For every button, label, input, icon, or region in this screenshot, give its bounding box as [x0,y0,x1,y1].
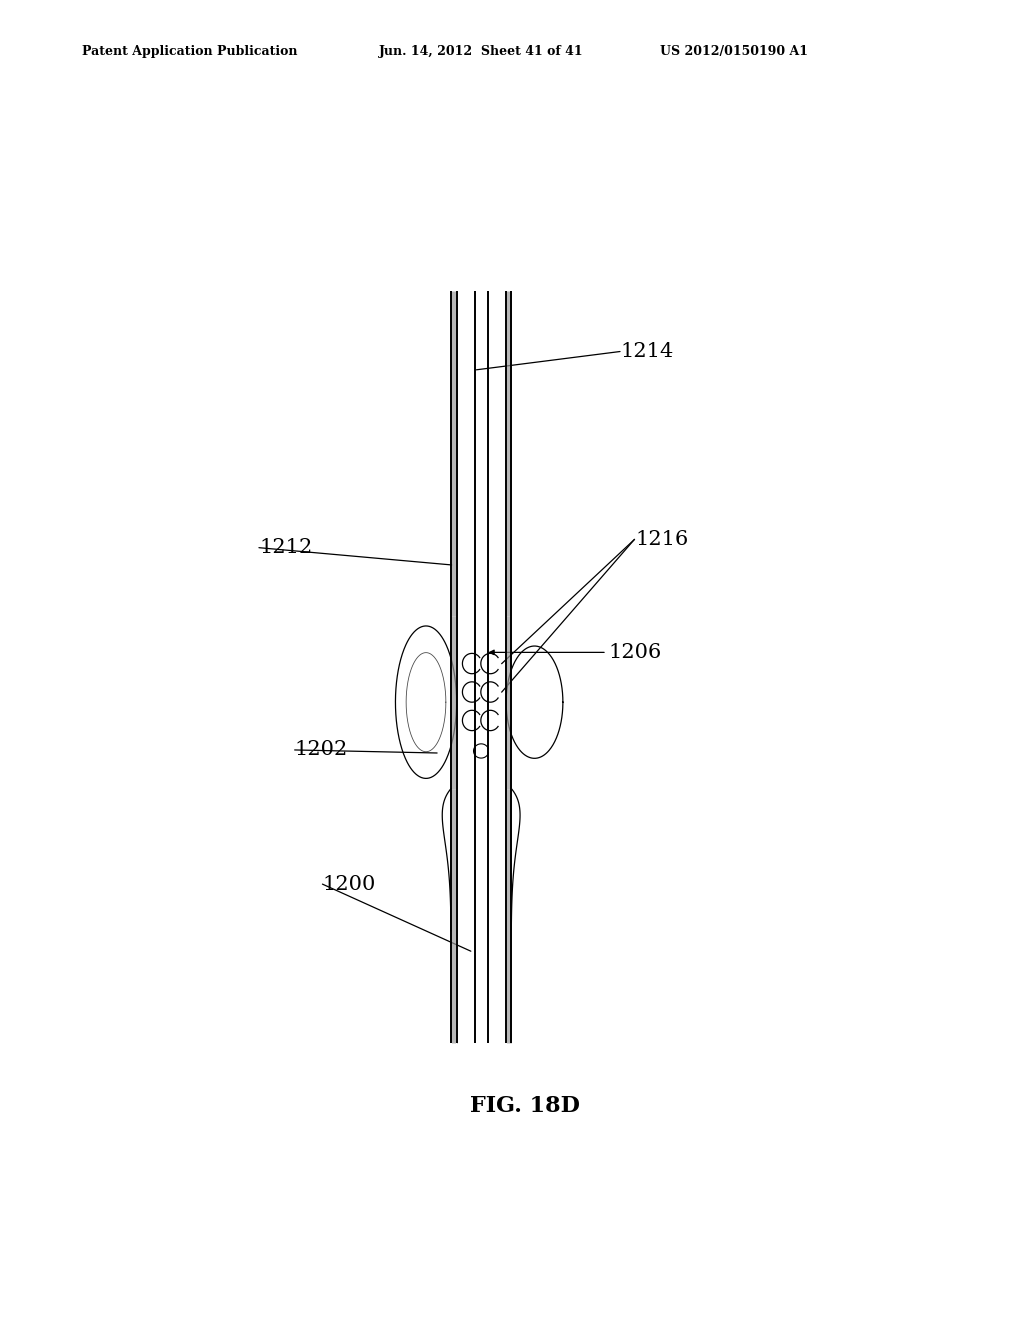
Text: Patent Application Publication: Patent Application Publication [82,45,297,58]
Text: US 2012/0150190 A1: US 2012/0150190 A1 [660,45,809,58]
Text: 1212: 1212 [259,539,312,557]
Text: 1200: 1200 [323,875,376,894]
Text: FIG. 18D: FIG. 18D [470,1094,580,1117]
Text: Jun. 14, 2012  Sheet 41 of 41: Jun. 14, 2012 Sheet 41 of 41 [379,45,584,58]
Text: 1214: 1214 [620,342,674,360]
Text: 1206: 1206 [608,643,662,661]
Text: 1216: 1216 [636,531,689,549]
Text: 1202: 1202 [295,741,348,759]
